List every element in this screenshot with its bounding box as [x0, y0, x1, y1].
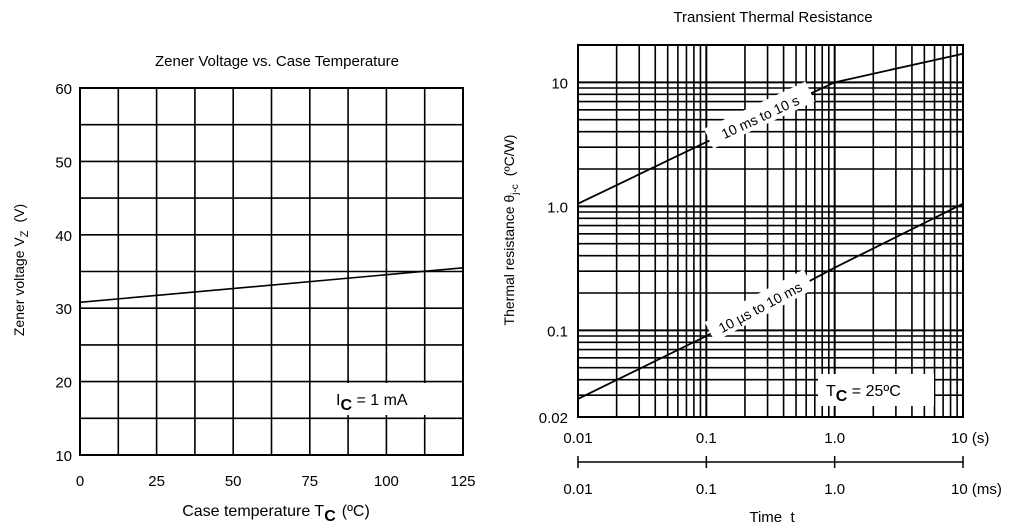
zener-x-tick-label: 125: [450, 473, 475, 490]
thermal-y-axis-label: Thermal resistance θj-c (ºC/W): [501, 135, 521, 326]
thermal-series-line: [577, 52, 964, 205]
zener-ylabel-sub: Z: [19, 230, 31, 237]
thermal-ylabel-main: Thermal resistance θ: [501, 195, 517, 326]
thermal-x-tick-label-s: 10 (s): [951, 430, 989, 447]
zener-x-tick-label: 0: [76, 473, 84, 490]
thermal-chart-title: Transient Thermal Resistance: [673, 9, 872, 26]
thermal-series-label: 10 µs to 10 ms: [716, 279, 805, 336]
thermal-y-tick-label: 0.1: [547, 323, 568, 340]
zener-x-tick-label: 100: [374, 473, 399, 490]
thermal-y-tick-label: 0.02: [539, 410, 568, 427]
thermal-x-tick-labels: 0.01 0.1 1.0 10 (s): [563, 430, 989, 447]
thermal-chart: Transient Thermal Resistance 10 ms to 10…: [501, 9, 1002, 526]
thermal-annotation-sub: C: [836, 388, 848, 405]
zener-ylabel-unit: (V): [11, 204, 27, 223]
thermal-x-tick-label-s: 1.0: [824, 430, 845, 447]
thermal-ms-axis-ticks: 0.01 0.1 1.0 10 (ms): [563, 456, 1002, 498]
thermal-x-tick-label-ms: 10 (ms): [951, 481, 1002, 498]
thermal-x-axis-label: Time t: [749, 509, 795, 526]
zener-y-tick-label: 10: [55, 448, 72, 465]
zener-ylabel-main: Zener voltage V: [11, 237, 27, 336]
thermal-x-tick-label-s: 0.1: [696, 430, 717, 447]
zener-x-tick-labels: 0 25 50 75 100 125: [76, 473, 476, 490]
thermal-y-tick-label: 1.0: [547, 199, 568, 216]
thermal-x-tick-label-s: 0.01: [563, 430, 592, 447]
thermal-y-tick-labels: 0.02 0.1 1.0 10: [539, 75, 568, 427]
thermal-y-tick-label: 10: [551, 75, 568, 92]
zener-annotation-rest: = 1 mA: [352, 392, 408, 409]
zener-xlabel-sub: C: [324, 508, 336, 525]
zener-annotation-sub: C: [340, 397, 352, 414]
zener-x-tick-label: 50: [225, 473, 242, 490]
zener-annotation: IC = 1 mA: [336, 392, 408, 414]
zener-y-axis-label: Zener voltage VZ (V): [11, 204, 31, 336]
zener-plot-frame: [79, 87, 464, 456]
zener-grid: [80, 88, 463, 455]
thermal-annotation-main: T: [826, 383, 836, 400]
zener-chart: Zener Voltage vs. Case Temperature 10 20 3…: [11, 53, 476, 525]
zener-annotation-box: [330, 383, 438, 415]
zener-y-tick-label: 30: [55, 301, 72, 318]
zener-y-tick-label: 60: [55, 81, 72, 98]
thermal-x-tick-label-ms: 1.0: [824, 481, 845, 498]
thermal-plot-frame: [577, 44, 964, 418]
thermal-x-tick-label-ms: 0.01: [563, 481, 592, 498]
zener-x-tick-label: 75: [301, 473, 318, 490]
zener-y-tick-label: 50: [55, 154, 72, 171]
zener-chart-title: Zener Voltage vs. Case Temperature: [155, 53, 399, 70]
thermal-x-tick-label-ms: 0.1: [696, 481, 717, 498]
zener-xlabel-unit: (ºC): [342, 503, 370, 520]
zener-series: [79, 267, 464, 304]
thermal-ylabel-sub: j-c: [510, 184, 521, 196]
zener-y-tick-label: 40: [55, 228, 72, 245]
zener-annotation-main: I: [336, 392, 340, 409]
thermal-series-label-bg: [703, 81, 815, 149]
thermal-annotation-box: [818, 374, 934, 406]
zener-x-axis-label: Case temperature TC (ºC): [182, 503, 370, 525]
zener-y-tick-label: 20: [55, 375, 72, 392]
zener-y-tick-labels: 10 20 30 40 50 60: [55, 81, 72, 465]
thermal-annotation-rest: = 25ºC: [847, 383, 900, 400]
thermal-series-label-bg: [704, 269, 814, 342]
zener-series-line: [79, 267, 464, 304]
thermal-annotation: TC = 25ºC: [826, 383, 901, 405]
zener-x-tick-label: 25: [148, 473, 165, 490]
zener-xlabel-main: Case temperature T: [182, 503, 324, 520]
thermal-ylabel-unit: (ºC/W): [501, 135, 517, 177]
